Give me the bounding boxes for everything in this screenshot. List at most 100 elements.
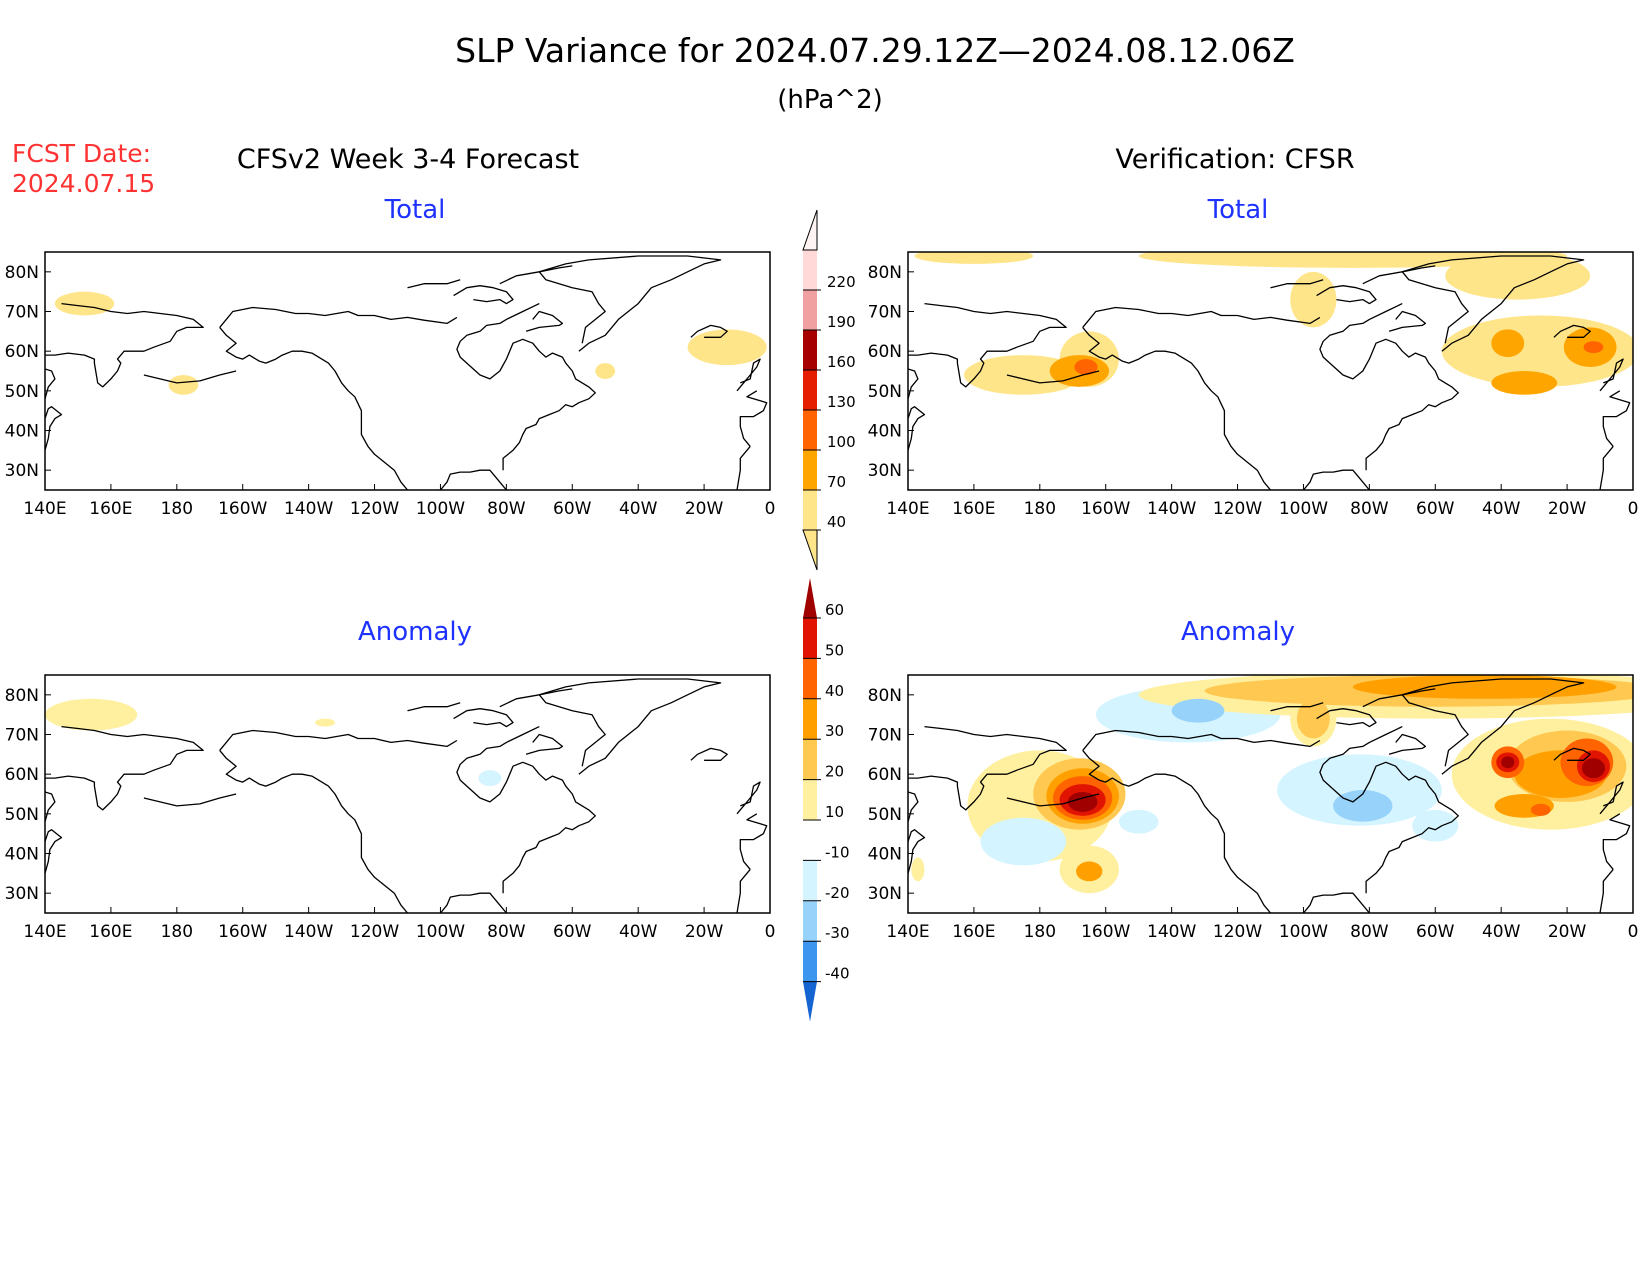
lon-tick-label: 80W [487,499,526,519]
coastline [1401,678,1585,775]
coastline [456,303,596,471]
colorbar-total-segment [803,290,817,330]
coastline [1553,747,1591,761]
lon-tick-label: 160W [218,499,267,519]
coastline [45,406,63,451]
coastline [1319,726,1459,894]
colorbar-anomaly-segment [803,658,817,699]
contour-region [1491,329,1525,358]
lat-tick-label: 80N [868,263,902,283]
coastline [736,781,761,815]
lon-tick-label: 160E [952,922,995,942]
coastline [45,302,204,399]
coastline [736,358,761,392]
lon-tick-label: 120W [1213,922,1262,942]
coastline [1302,469,1370,490]
forecast-total-subtitle: Total [384,195,446,225]
lon-tick-label: 140W [1147,922,1196,942]
coastline [1270,279,1324,289]
contour-region [478,770,502,787]
verification-anomaly-subtitle: Anomaly [1181,617,1295,647]
colorbar-anomaly: -40 -30 -20 -10 10 20 30 40 50 60 [803,578,850,1022]
coastline [45,829,63,874]
colorbar-total-label: 70 [827,473,846,491]
lat-tick-label: 30N [5,884,39,904]
fcst-date-label: FCST Date: [12,139,151,168]
colorbar-anomaly-label: -30 [825,924,850,942]
lon-tick-label: 180 [1024,922,1056,942]
map-frame [44,674,771,914]
coastline [1270,702,1324,712]
lat-tick-label: 40N [868,422,902,442]
lon-tick-label: 0 [765,922,776,942]
lon-tick-label: 40W [619,922,658,942]
coastline [1388,733,1427,755]
lon-tick-label: 140E [886,499,929,519]
contour-region [1296,698,1330,739]
lat-tick-label: 30N [868,884,902,904]
coastline [690,747,728,761]
contour-region [1074,359,1098,375]
contour-region [1581,758,1605,779]
colorbar-anomaly-segment [803,941,817,982]
colorbar-anomaly-label: 50 [825,641,844,659]
contour-region [914,252,1034,264]
colorbar-anomaly-lower-extension [803,981,817,1022]
verification-total-subtitle: Total [1207,195,1269,225]
lon-tick-label: 20W [1548,922,1587,942]
colorbar-total-label: 160 [827,353,856,371]
coastline [45,725,204,822]
map-background [45,252,770,490]
lat-tick-label: 80N [868,686,902,706]
coastline [1602,390,1631,447]
lon-tick-label: 100W [1279,922,1328,942]
contour-region [1412,809,1459,842]
contour-region [1067,792,1098,812]
lon-tick-label: 40W [1482,499,1521,519]
contour-region [168,374,199,395]
coastline [453,285,514,305]
lat-tick-label: 60N [868,342,902,362]
lon-tick-label: 180 [1024,499,1056,519]
lon-tick-label: 20W [685,922,724,942]
lon-tick-label: 80W [487,922,526,942]
coastline [908,829,926,874]
coastline [1388,310,1427,332]
lon-tick-label: 180 [161,922,193,942]
coastline [219,729,458,751]
lon-tick-label: 120W [350,922,399,942]
colorbar-total-label: 190 [827,313,856,331]
lon-tick-label: 100W [1279,499,1328,519]
coastlines [45,255,768,490]
colorbar-total-upper-extension [802,209,818,251]
coastlines [908,255,1631,490]
colorbar-anomaly-label: 60 [825,601,844,619]
contour-region [1171,698,1225,723]
contour-region [911,857,925,882]
contour-region [1076,861,1103,882]
lon-tick-label: 120W [1213,499,1262,519]
lon-tick-label: 60W [1416,922,1455,942]
units-label: (hPa^2) [777,85,883,115]
lon-tick-label: 160E [89,499,132,519]
colorbar-anomaly-segment [803,698,817,740]
colorbar-total-segment [803,450,817,490]
coastline [908,302,1067,399]
map-frame [44,251,771,491]
lon-tick-label: 20W [685,499,724,519]
coastline [1082,306,1321,328]
lon-tick-label: 40W [619,499,658,519]
contour-region [595,363,616,379]
coastline [1599,445,1614,490]
colorbar-anomaly-label: 10 [825,803,844,821]
lat-tick-label: 50N [5,382,39,402]
colorbar-total: 40 70 100 130 160 190 220 [802,209,856,571]
lat-tick-label: 60N [5,342,39,362]
contour-region [1583,341,1604,354]
colorbar-anomaly-label: 20 [825,763,844,781]
forecast-anomaly-panel: 140E 160E 180 160W 140W 120W 100W 80W 60W 40W 20W 0… [5,674,776,942]
contour-region [1118,809,1159,834]
contour-fills [911,675,1633,894]
lat-tick-label: 50N [868,382,902,402]
verification-anomaly-panel: 140E 160E 180 160W 140W 120W 100W 80W 60W 40W 20W 0… [868,674,1638,942]
